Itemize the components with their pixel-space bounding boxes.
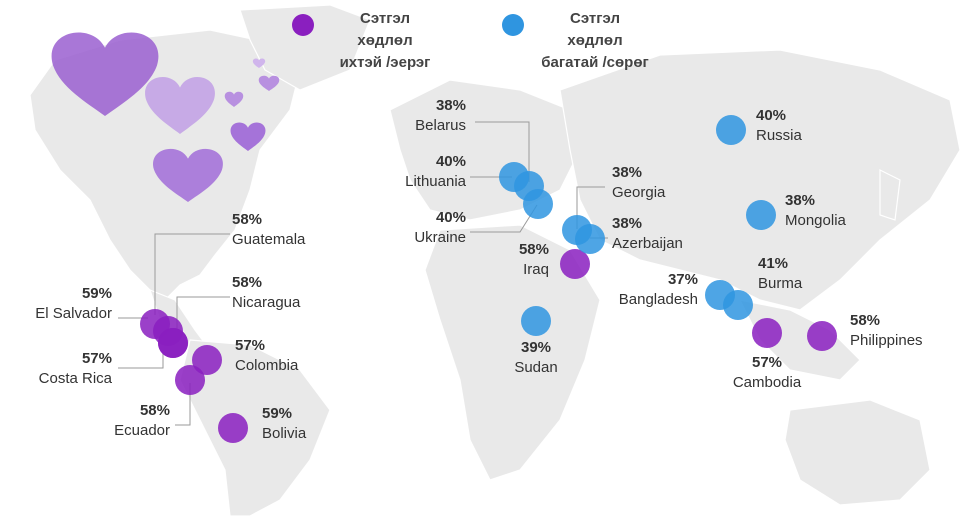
leader-line-ecuador — [175, 383, 191, 426]
marker-costa-rica — [158, 328, 188, 358]
marker-iraq — [560, 249, 590, 279]
label-pct-bolivia: 59% — [262, 405, 292, 422]
marker-russia — [716, 115, 746, 145]
label-name-iraq: Iraq — [523, 261, 549, 278]
label-name-philippines: Philippines — [850, 332, 923, 349]
marker-bolivia — [218, 413, 248, 443]
label-pct-nicaragua: 58% — [232, 274, 262, 291]
label-pct-lithuania: 40% — [436, 153, 466, 170]
label-name-bolivia: Bolivia — [262, 425, 307, 442]
marker-lithuania — [499, 162, 529, 192]
label-name-georgia: Georgia — [612, 184, 666, 201]
marker-cambodia — [752, 318, 782, 348]
marker-bangladesh — [705, 280, 735, 310]
label-pct-georgia: 38% — [612, 164, 642, 181]
label-pct-sudan: 39% — [521, 339, 551, 356]
label-name-el-salvador: El Salvador — [35, 305, 112, 322]
label-pct-azerbaijan: 38% — [612, 215, 642, 232]
label-pct-russia: 40% — [756, 107, 786, 124]
label-pct-philippines: 58% — [850, 312, 880, 329]
label-name-sudan: Sudan — [514, 359, 557, 376]
label-pct-ecuador: 58% — [140, 402, 170, 419]
marker-sudan — [521, 306, 551, 336]
label-name-belarus: Belarus — [415, 117, 466, 134]
country-markers — [140, 115, 837, 443]
label-pct-guatemala: 58% — [232, 211, 262, 228]
legend-low-dot — [502, 14, 524, 36]
leader-line-guatemala — [154, 233, 230, 315]
label-name-colombia: Colombia — [235, 357, 299, 374]
leader-line-belarus — [475, 121, 530, 182]
label-name-russia: Russia — [756, 127, 803, 144]
legend-low-line1: Сэтгэл — [570, 10, 620, 27]
label-pct-burma: 41% — [758, 255, 788, 272]
legend-high-line3: ихтэй /эерэг — [339, 54, 431, 71]
australia — [784, 399, 931, 506]
label-pct-el-salvador: 59% — [82, 285, 112, 302]
japan — [879, 169, 901, 221]
label-pct-bangladesh: 37% — [668, 271, 698, 288]
leader-line-costa-rica — [118, 350, 164, 369]
label-pct-belarus: 38% — [436, 97, 466, 114]
label-pct-cambodia: 57% — [752, 354, 782, 371]
label-name-ecuador: Ecuador — [114, 422, 170, 439]
legend-high: Сэтгэл хөдлөл ихтэй /эерэг — [290, 8, 440, 74]
label-pct-ukraine: 40% — [436, 209, 466, 226]
label-name-mongolia: Mongolia — [785, 212, 847, 229]
greenland — [239, 4, 371, 91]
label-name-lithuania: Lithuania — [405, 173, 467, 190]
label-name-burma: Burma — [758, 275, 803, 292]
label-pct-colombia: 57% — [235, 337, 265, 354]
label-name-nicaragua: Nicaragua — [232, 294, 301, 311]
legend-low-line3: багатай /сөрөг — [541, 54, 649, 71]
marker-ecuador — [175, 365, 205, 395]
label-pct-costa-rica: 57% — [82, 350, 112, 367]
label-name-azerbaijan: Azerbaijan — [612, 235, 683, 252]
label-name-costa-rica: Costa Rica — [39, 370, 113, 387]
label-name-bangladesh: Bangladesh — [619, 291, 698, 308]
legend-low: Сэтгэл хөдлөл багатай /сөрөг — [500, 8, 650, 74]
marker-colombia — [192, 345, 222, 375]
label-pct-iraq: 58% — [519, 241, 549, 258]
south-america — [179, 339, 331, 516]
label-name-ukraine: Ukraine — [414, 229, 466, 246]
marker-mongolia — [746, 200, 776, 230]
label-name-guatemala: Guatemala — [232, 231, 306, 248]
legend-high-line1: Сэтгэл — [360, 10, 410, 27]
label-name-cambodia: Cambodia — [733, 374, 802, 391]
marker-philippines — [807, 321, 837, 351]
legend-high-dot — [292, 14, 314, 36]
country-labels: 58% Guatemala 58% Nicaragua 59% El Salvador 57… — [35, 97, 922, 442]
marker-ukraine — [523, 189, 553, 219]
legend-high-line2: хөдлөл — [357, 32, 413, 49]
legend-low-line2: хөдлөл — [567, 32, 623, 49]
label-pct-mongolia: 38% — [785, 192, 815, 209]
marker-azerbaijan — [575, 224, 605, 254]
